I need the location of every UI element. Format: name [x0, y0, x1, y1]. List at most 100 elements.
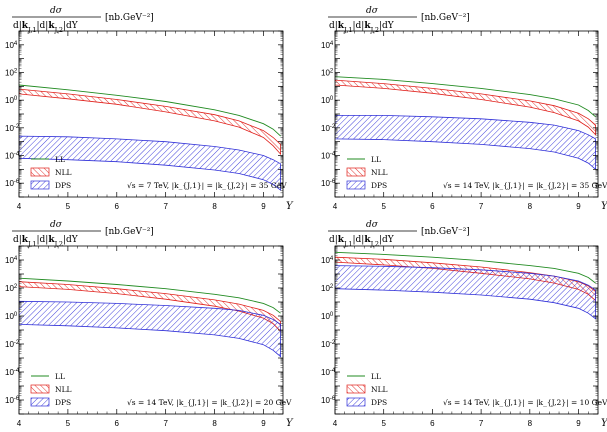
panel-annotation: √s = 14 TeV, |k_{J,1}| = |k_{J,2}| = 10 …: [443, 398, 607, 407]
y-title-denominator: d|kJ,1|d|kJ,2|dY: [13, 21, 79, 34]
y-tick-label: 100: [321, 312, 334, 321]
y-title-unit: [nb.GeV⁻²]: [105, 227, 154, 237]
legend-label-ll: LL: [55, 155, 65, 164]
series-band-nll: [19, 88, 282, 156]
x-axis-label: Y: [286, 418, 294, 429]
legend-swatch-dps: [30, 180, 50, 190]
x-tick-label: 5: [381, 419, 386, 428]
y-axis-title: dσ d|kJ,1|d|kJ,2|dY [nb.GeV⁻²]: [12, 220, 154, 248]
x-tick-label: 5: [381, 202, 386, 211]
y-tick-label: 10-2: [321, 124, 336, 133]
series-band-nll: [335, 79, 596, 136]
y-title-denominator: d|kJ,1|d|kJ,2|dY: [329, 21, 395, 34]
x-axis-label: Y: [601, 201, 607, 212]
series-line-ll: [19, 84, 281, 137]
legend-label-nll: NLL: [371, 385, 388, 394]
legend: LL NLL DPS: [30, 372, 72, 407]
legend-label-ll: LL: [371, 372, 381, 381]
legend-label-dps: DPS: [371, 398, 387, 407]
series-line-ll: [335, 76, 596, 118]
legend-label-nll: NLL: [55, 385, 72, 394]
legend-label-dps: DPS: [55, 181, 71, 190]
x-tick-label: 4: [333, 419, 338, 428]
x-tick-label: 7: [479, 419, 484, 428]
x-tick-label: 5: [66, 202, 71, 211]
x-tick-label: 7: [163, 419, 168, 428]
panel-annotation: √s = 14 TeV, |k_{J,1}| = |k_{J,2}| = 35 …: [443, 181, 607, 190]
plot-area: [19, 277, 282, 358]
x-tick-label: 6: [430, 202, 435, 211]
legend-swatch-dps: [346, 397, 366, 407]
x-tick-label: 6: [115, 419, 120, 428]
chart-panel-top-right: dσ d|kJ,1|d|kJ,2|dY [nb.GeV⁻²] 4 5 6 7 8 9 10-6 10…: [321, 6, 607, 212]
y-axis-title: dσ d|kJ,1|d|kJ,2|dY [nb.GeV⁻²]: [328, 6, 470, 34]
series-line-ll: [19, 277, 281, 314]
y-title-numerator: dσ: [50, 220, 63, 230]
plot-area: [335, 251, 596, 320]
y-tick-label: 104: [321, 256, 334, 265]
y-title-numerator: dσ: [366, 220, 379, 230]
plot-area: [19, 84, 282, 191]
x-axis-label: Y: [601, 418, 607, 429]
legend: LL NLL DPS: [346, 155, 388, 190]
y-tick-label: 100: [5, 312, 18, 321]
legend-swatch-nll: [30, 167, 50, 177]
x-tick-label: 6: [115, 202, 120, 211]
legend-swatch-dps: [30, 397, 50, 407]
series-band-dps: [19, 300, 282, 358]
chart-panel-bottom-left: dσ d|kJ,1|d|kJ,2|dY [nb.GeV⁻²] 4 5 6 7 8 9 10-6 10…: [5, 220, 294, 429]
legend-label-dps: DPS: [371, 181, 387, 190]
legend-swatch-dps: [346, 180, 366, 190]
y-tick-label: 10-4: [321, 368, 336, 377]
legend: LL NLL DPS: [346, 372, 388, 407]
legend-label-ll: LL: [55, 372, 65, 381]
y-tick-label: 10-2: [5, 340, 20, 349]
x-tick-label: 8: [528, 202, 533, 211]
legend-label-nll: NLL: [371, 168, 388, 177]
y-title-unit: [nb.GeV⁻²]: [421, 227, 470, 237]
legend-swatch-nll: [346, 167, 366, 177]
y-tick-label: 10-2: [321, 340, 336, 349]
panel-annotation: √s = 14 TeV, |k_{J,1}| = |k_{J,2}| = 20 …: [127, 398, 292, 407]
x-tick-label: 4: [17, 202, 22, 211]
y-tick-label: 10-4: [5, 368, 20, 377]
y-title-unit: [nb.GeV⁻²]: [421, 13, 470, 23]
x-tick-label: 8: [212, 419, 217, 428]
series-band-dps: [335, 265, 596, 320]
series-line-ll: [335, 251, 596, 284]
y-tick-label: 104: [321, 41, 334, 50]
y-tick-label: 10-4: [5, 152, 20, 161]
x-tick-label: 6: [430, 419, 435, 428]
y-tick-label: 10-6: [321, 179, 336, 188]
x-tick-label: 4: [333, 202, 338, 211]
y-tick-label: 100: [5, 96, 18, 105]
x-axis-label: Y: [286, 201, 294, 212]
y-tick-label: 104: [5, 256, 18, 265]
series-band-dps: [19, 135, 282, 191]
x-tick-label: 9: [576, 202, 581, 211]
y-tick-label: 10-6: [5, 396, 20, 405]
y-title-denominator: d|kJ,1|d|kJ,2|dY: [329, 235, 395, 248]
y-tick-label: 102: [321, 69, 334, 78]
y-title-numerator: dσ: [366, 6, 379, 16]
y-axis-title: dσ d|kJ,1|d|kJ,2|dY [nb.GeV⁻²]: [12, 6, 154, 34]
y-title-numerator: dσ: [50, 6, 63, 16]
x-tick-label: 5: [66, 419, 71, 428]
x-tick-label: 7: [163, 202, 168, 211]
x-tick-label: 8: [212, 202, 217, 211]
y-axis-title: dσ d|kJ,1|d|kJ,2|dY [nb.GeV⁻²]: [328, 220, 470, 248]
y-title-denominator: d|kJ,1|d|kJ,2|dY: [13, 235, 79, 248]
legend-swatch-nll: [30, 384, 50, 394]
y-tick-label: 10-6: [321, 396, 336, 405]
x-tick-label: 9: [576, 419, 581, 428]
y-tick-label: 10-4: [321, 152, 336, 161]
legend-label-nll: NLL: [55, 168, 72, 177]
y-tick-label: 10-6: [5, 179, 20, 188]
chart-panel-top-left: dσ d|kJ,1|d|kJ,2|dY [nb.GeV⁻²] 4 5 6 7 8 9 10-6 10…: [5, 6, 294, 212]
y-tick-label: 102: [321, 284, 334, 293]
chart-panel-bottom-right: dσ d|kJ,1|d|kJ,2|dY [nb.GeV⁻²] 4 5 6 7 8 9 10-6 10…: [321, 220, 607, 429]
legend-label-ll: LL: [371, 155, 381, 164]
x-tick-label: 9: [261, 202, 266, 211]
legend-label-dps: DPS: [55, 398, 71, 407]
